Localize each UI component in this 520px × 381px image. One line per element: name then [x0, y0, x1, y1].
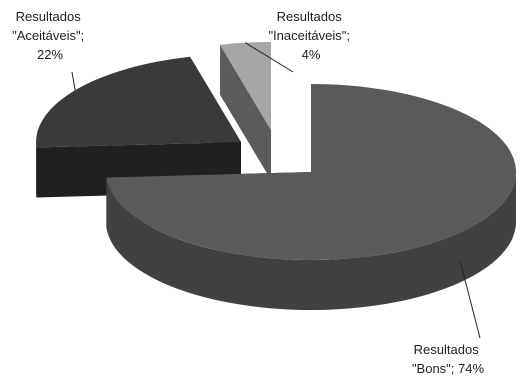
slice-bons-top	[106, 84, 516, 260]
data-label-bons: Resultados "Bons"; 74%	[412, 342, 485, 376]
leader-lines	[71, 42, 481, 339]
slice-aceitaveis-top	[36, 56, 241, 148]
slice-bons-rim-0	[106, 172, 517, 310]
slice-inaceitaveis-wall-0	[220, 44, 271, 181]
slice-inaceitaveis-top	[220, 42, 271, 130]
data-label-inaceitaveis: Resultados "Inaceitáveis"; 4%	[268, 9, 353, 62]
data-label-aceitaveis: Resultados "Aceitáveis"; 22%	[12, 9, 88, 62]
slice-inaceitaveis	[220, 42, 271, 181]
leader-line-inaceitaveis	[245, 42, 294, 73]
leader-line-aceitaveis	[71, 71, 76, 91]
leader-line-bons	[459, 262, 481, 339]
slice-bons	[106, 84, 517, 310]
pie-slices	[36, 42, 517, 310]
